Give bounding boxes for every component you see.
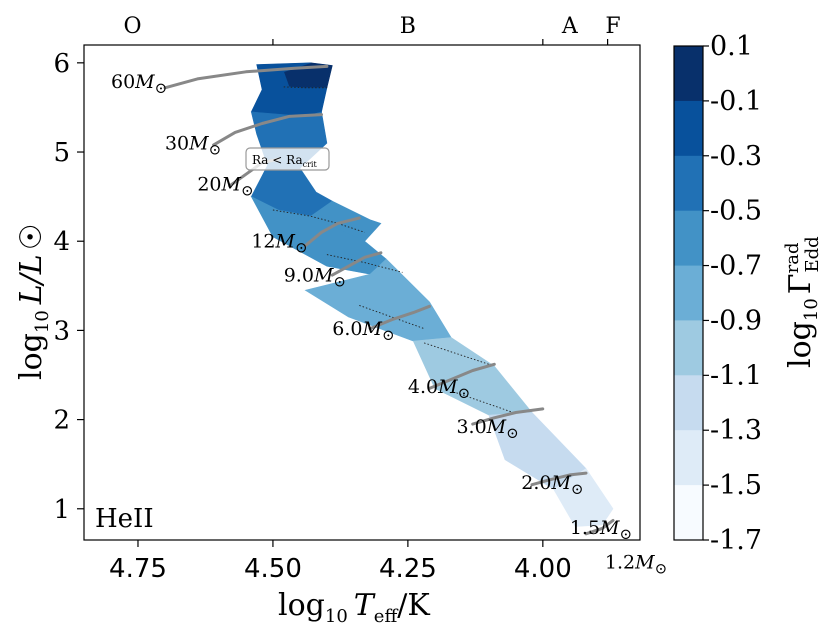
- y-axis-label-log: log: [14, 333, 49, 380]
- colorbar-tick-label-3: -0.5: [710, 196, 762, 227]
- colorbar-label: log10 ΓradEdd: [782, 236, 823, 368]
- x-axis-label-var: T: [354, 588, 376, 623]
- colorbar-label-varsub: Edd: [802, 236, 823, 272]
- colorbar-segment-5: [674, 320, 703, 376]
- mass-label-20: 20M⊙: [197, 173, 253, 199]
- colorbar-tick-label-1: -0.1: [710, 86, 762, 117]
- y-axis-label-var: L/L: [14, 254, 49, 305]
- y-tick-label-2: 2: [53, 406, 70, 436]
- colorbar-segment-1: [674, 100, 703, 157]
- colorbar-tick-label-2: -0.3: [710, 141, 762, 172]
- mass-label-1-5: 1.5M⊙: [570, 517, 632, 543]
- dotted-contour-4: [423, 342, 490, 365]
- x-tick-label-4.00: 4.00: [514, 554, 572, 584]
- dotted-contour-3: [359, 304, 425, 330]
- spectral-type-B: B: [400, 14, 416, 39]
- y-tick-label-1: 1: [53, 495, 70, 525]
- mass-label-4-0: 4.0M⊙: [408, 376, 470, 402]
- x-axis-label-varsub: eff: [374, 606, 399, 627]
- plot-frame: [83, 44, 641, 541]
- colorbar-tick-label-5: -0.9: [710, 305, 762, 336]
- colorbar-segment-6: [674, 375, 703, 431]
- instability-annotation: Ra < Racrit: [245, 147, 330, 171]
- track-30-msun: [212, 113, 323, 147]
- x-axis-label-unit: /K: [397, 588, 430, 623]
- y-tick-label-6: 6: [53, 49, 70, 79]
- colorbar-tick-label-9: -1.7: [710, 525, 762, 556]
- colorbar-tick-label-6: -1.1: [710, 360, 762, 391]
- evolutionary-tracks: [163, 64, 615, 536]
- mass-label-2-0: 2.0M⊙: [521, 472, 583, 498]
- dotted-contour-0: [283, 86, 327, 89]
- colorbar-label-var: Γ: [783, 273, 818, 294]
- x-axis-label-log: log: [278, 588, 325, 623]
- track-9-0-msun: [330, 251, 383, 277]
- annotation-main: Ra < Ra: [252, 153, 303, 167]
- colorbar: [674, 46, 703, 541]
- colorbar-label-sub: 10: [801, 298, 822, 321]
- annotation-sub: crit: [303, 160, 318, 169]
- colorbar-segment-0: [674, 46, 703, 102]
- colorbar-segment-2: [674, 155, 703, 212]
- dotted-contour-2: [326, 254, 403, 273]
- mass-label-12: 12M⊙: [251, 230, 307, 256]
- dotted-contours: [272, 86, 516, 414]
- y-tick-label-4: 4: [53, 227, 70, 257]
- mass-label-6-0: 6.0M⊙: [332, 318, 394, 344]
- track-3-0-msun: [471, 407, 545, 426]
- contour-band-7: [488, 412, 587, 490]
- annotation-text: Ra < Racrit: [252, 153, 317, 169]
- x-tick-label-4.75: 4.75: [109, 554, 167, 584]
- y-axis: 1 2 3 4 5 6: [53, 49, 84, 525]
- x-axis-label: log10 Teff/K: [278, 588, 430, 627]
- spectral-type-O: O: [124, 14, 142, 39]
- colorbar-ticks: 0.1 -0.1 -0.3 -0.5 -0.7 -0.9 -1.1 -1.3 -1.5 -1.7: [703, 31, 762, 556]
- x-tick-label-4.25: 4.25: [379, 554, 437, 584]
- colorbar-tick-label-0: 0.1: [710, 31, 753, 62]
- x-tick-label-4.50: 4.50: [244, 554, 302, 584]
- annotation-box: [245, 147, 330, 171]
- colorbar-segment-8: [674, 485, 703, 541]
- track-4-0-msun: [428, 362, 496, 390]
- mass-label-1-2: 1.2M⊙: [605, 552, 667, 578]
- spectral-type-A: A: [561, 14, 579, 39]
- colorbar-segment-7: [674, 430, 703, 486]
- plot-area: [163, 62, 615, 536]
- colorbar-label-sup: rad: [782, 243, 803, 274]
- track-2-0-msun: [530, 471, 588, 487]
- mass-label-60: 60M⊙: [111, 71, 167, 97]
- spectral-type-F: F: [605, 14, 620, 39]
- y-tick-label-3: 3: [53, 316, 70, 346]
- panel-label: HeII: [95, 504, 154, 534]
- y-tick-label-5: 5: [53, 138, 70, 168]
- colorbar-tick-label-8: -1.5: [710, 470, 762, 501]
- colorbar-tick-label-7: -1.3: [710, 415, 762, 446]
- colorbar-segment-3: [674, 210, 703, 267]
- y-axis-label: log10 L/L ☉: [14, 223, 53, 380]
- track-1-5-msun: [584, 518, 615, 536]
- track-12-msun: [303, 216, 361, 248]
- x-axis: 4.75 4.50 4.25 4.00: [109, 540, 572, 584]
- track-60-msun: [163, 64, 329, 90]
- x-axis-label-sub: 10: [325, 606, 348, 627]
- colorbar-segment-4: [674, 265, 703, 322]
- contour-band-5: [304, 258, 452, 342]
- mass-label-30: 30M⊙: [165, 132, 221, 158]
- track-6-0-msun: [368, 304, 431, 331]
- contour-band-8: [553, 468, 614, 527]
- mass-label-3-0: 3.0M⊙: [456, 416, 518, 442]
- contour-band-1: [250, 62, 328, 122]
- contour-bands: [250, 62, 614, 527]
- colorbar-tick-label-4: -0.7: [710, 251, 762, 282]
- y-axis-label-sym: ☉: [14, 223, 49, 250]
- mass-labels: 60M⊙ 30M⊙ 20M⊙ 12M⊙ 9.0M⊙ 6.0M⊙ 4.0M⊙ 3.0M⊙ 2.0M…: [111, 71, 667, 578]
- colorbar-label-log: log: [783, 321, 818, 368]
- y-axis-label-sub: 10: [32, 310, 53, 333]
- colorbar-frame: [673, 45, 704, 541]
- mass-label-9-0: 9.0M⊙: [284, 264, 346, 290]
